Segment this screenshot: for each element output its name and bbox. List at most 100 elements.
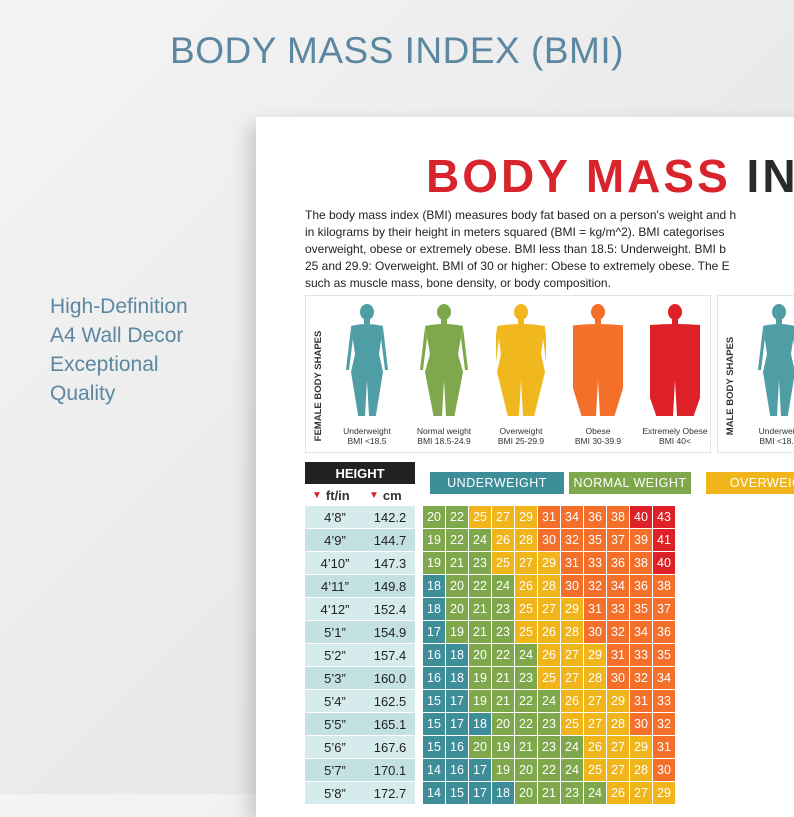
body-shape-range: BMI 30-39.9 (574, 436, 622, 446)
bmi-cell: 31 (561, 552, 583, 574)
bmi-cell: 21 (469, 621, 491, 643)
table-row: 5’3” 160.0 16 18 19 21 23 25 27 28 30 32 34 (305, 667, 676, 689)
height-cm-cell: 165.1 (365, 713, 415, 735)
height-ftin-cell: 5’5” (305, 713, 365, 735)
bmi-cell: 32 (561, 529, 583, 551)
body-shape-figure: Extremely Obese BMI 40< (636, 298, 714, 448)
bmi-cell: 33 (630, 644, 652, 666)
category-overweight: OVERWEIG (706, 472, 794, 494)
body-shape-caption: Normal weight BMI 18.5-24.9 (405, 426, 483, 446)
bmi-cell: 34 (561, 506, 583, 528)
bmi-cell: 21 (492, 690, 514, 712)
height-cm-cell: 170.1 (365, 759, 415, 781)
table-row: 4’9” 144.7 19 22 24 26 28 30 32 35 37 39 41 (305, 529, 676, 551)
bmi-cell: 37 (607, 529, 629, 551)
bmi-cell: 29 (607, 690, 629, 712)
table-row: 5’8” 172.7 14 15 17 18 20 21 23 24 26 27 29 (305, 782, 676, 804)
bmi-cell: 25 (538, 667, 560, 689)
bmi-cell: 38 (607, 506, 629, 528)
bmi-cell: 23 (515, 667, 537, 689)
bmi-cell: 24 (515, 644, 537, 666)
height-cm-cell: 144.7 (365, 529, 415, 551)
bmi-cell: 22 (469, 575, 491, 597)
bmi-cell: 18 (423, 598, 445, 620)
bmi-cell: 18 (469, 713, 491, 735)
bmi-cell: 17 (469, 759, 491, 781)
bmi-cell: 27 (561, 644, 583, 666)
bmi-cell: 17 (446, 713, 468, 735)
bmi-cell: 19 (423, 529, 445, 551)
body-shape-range: BMI <18.5 (347, 436, 387, 446)
bmi-cell: 29 (515, 506, 537, 528)
female-body-shapes-label: FEMALE BODY SHAPES (312, 330, 324, 442)
page-title: BODY MASS INDEX (BMI) (170, 30, 624, 71)
table-row: 5’7” 170.1 14 16 17 19 20 22 24 25 27 28 30 (305, 759, 676, 781)
bmi-cell: 26 (515, 575, 537, 597)
table-row: 5’5” 165.1 15 17 18 20 22 23 25 27 28 30 32 (305, 713, 676, 735)
bmi-cell: 19 (492, 759, 514, 781)
table-row: 5’1” 154.9 17 19 21 23 25 26 28 30 32 34 36 (305, 621, 676, 643)
bmi-cell: 18 (446, 644, 468, 666)
bmi-cell: 35 (584, 529, 606, 551)
height-cm-cell: 157.4 (365, 644, 415, 666)
tagline: High-Definition A4 Wall Decor Exceptiona… (50, 292, 188, 408)
height-ftin-cell: 4’8” (305, 506, 365, 528)
tagline-line: Exceptional (50, 353, 159, 376)
bmi-cell: 16 (423, 667, 445, 689)
bmi-cell: 32 (630, 667, 652, 689)
bmi-cell: 27 (584, 713, 606, 735)
bmi-cell: 20 (515, 782, 537, 804)
bmi-cell: 29 (584, 644, 606, 666)
bmi-cell: 36 (653, 621, 675, 643)
height-cm-cell: 147.3 (365, 552, 415, 574)
body-shape-name: Underweig (758, 426, 794, 436)
bmi-cell: 20 (492, 713, 514, 735)
height-ftin-cell: 5’7” (305, 759, 365, 781)
height-cm-cell: 162.5 (365, 690, 415, 712)
body-shape-caption: UnderweigBMI <18.5 (740, 426, 794, 446)
ftin-header: ▼ ft/in (312, 486, 350, 504)
bmi-cell: 37 (653, 598, 675, 620)
poster-title-red: BODY MASS (426, 150, 747, 202)
bmi-cell: 21 (515, 736, 537, 758)
bmi-cell: 21 (538, 782, 560, 804)
bmi-cell: 18 (446, 667, 468, 689)
bmi-cell: 26 (584, 736, 606, 758)
bmi-cell: 15 (423, 690, 445, 712)
bmi-cell: 31 (607, 644, 629, 666)
table-row: 4’10” 147.3 19 21 23 25 27 29 31 33 36 38 40 (305, 552, 676, 574)
height-ftin-cell: 5’3” (305, 667, 365, 689)
bmi-cell: 34 (630, 621, 652, 643)
body-shape-caption: Underweight BMI <18.5 (328, 426, 406, 446)
sort-down-icon: ▼ (312, 489, 322, 501)
bmi-cell: 28 (630, 759, 652, 781)
height-ftin-cell: 5’2” (305, 644, 365, 666)
bmi-cell: 16 (446, 736, 468, 758)
bmi-cell: 35 (630, 598, 652, 620)
bmi-cell: 19 (423, 552, 445, 574)
bmi-cell: 24 (561, 736, 583, 758)
bmi-cell: 23 (492, 621, 514, 643)
height-cm-cell: 167.6 (365, 736, 415, 758)
bmi-cell: 25 (492, 552, 514, 574)
bmi-cell: 17 (423, 621, 445, 643)
tagline-line: A4 Wall Decor (50, 324, 184, 347)
bmi-cell: 23 (492, 598, 514, 620)
bmi-cell: 32 (607, 621, 629, 643)
body-shape-figure: Underweight BMI <18.5 (328, 298, 406, 448)
female-body-shapes-panel: FEMALE BODY SHAPES Underweight BMI <18.5 N… (305, 295, 711, 453)
bmi-poster: BODY MASS IND The body mass index (BMI) … (256, 117, 794, 817)
bmi-cell: 14 (423, 782, 445, 804)
bmi-cell: 22 (446, 506, 468, 528)
bmi-cell: 15 (446, 782, 468, 804)
bmi-cell: 24 (469, 529, 491, 551)
body-shape-figure: Overweight BMI 25-29.9 (482, 298, 560, 448)
bmi-cell: 19 (492, 736, 514, 758)
bmi-cell: 23 (561, 782, 583, 804)
body-shape-range: BMI 25-29.9 (497, 436, 545, 446)
bmi-cell: 22 (538, 759, 560, 781)
bmi-cell: 30 (607, 667, 629, 689)
body-silhouette-icon (650, 304, 700, 416)
bmi-cell: 15 (423, 713, 445, 735)
height-ftin-cell: 4’11” (305, 575, 365, 597)
